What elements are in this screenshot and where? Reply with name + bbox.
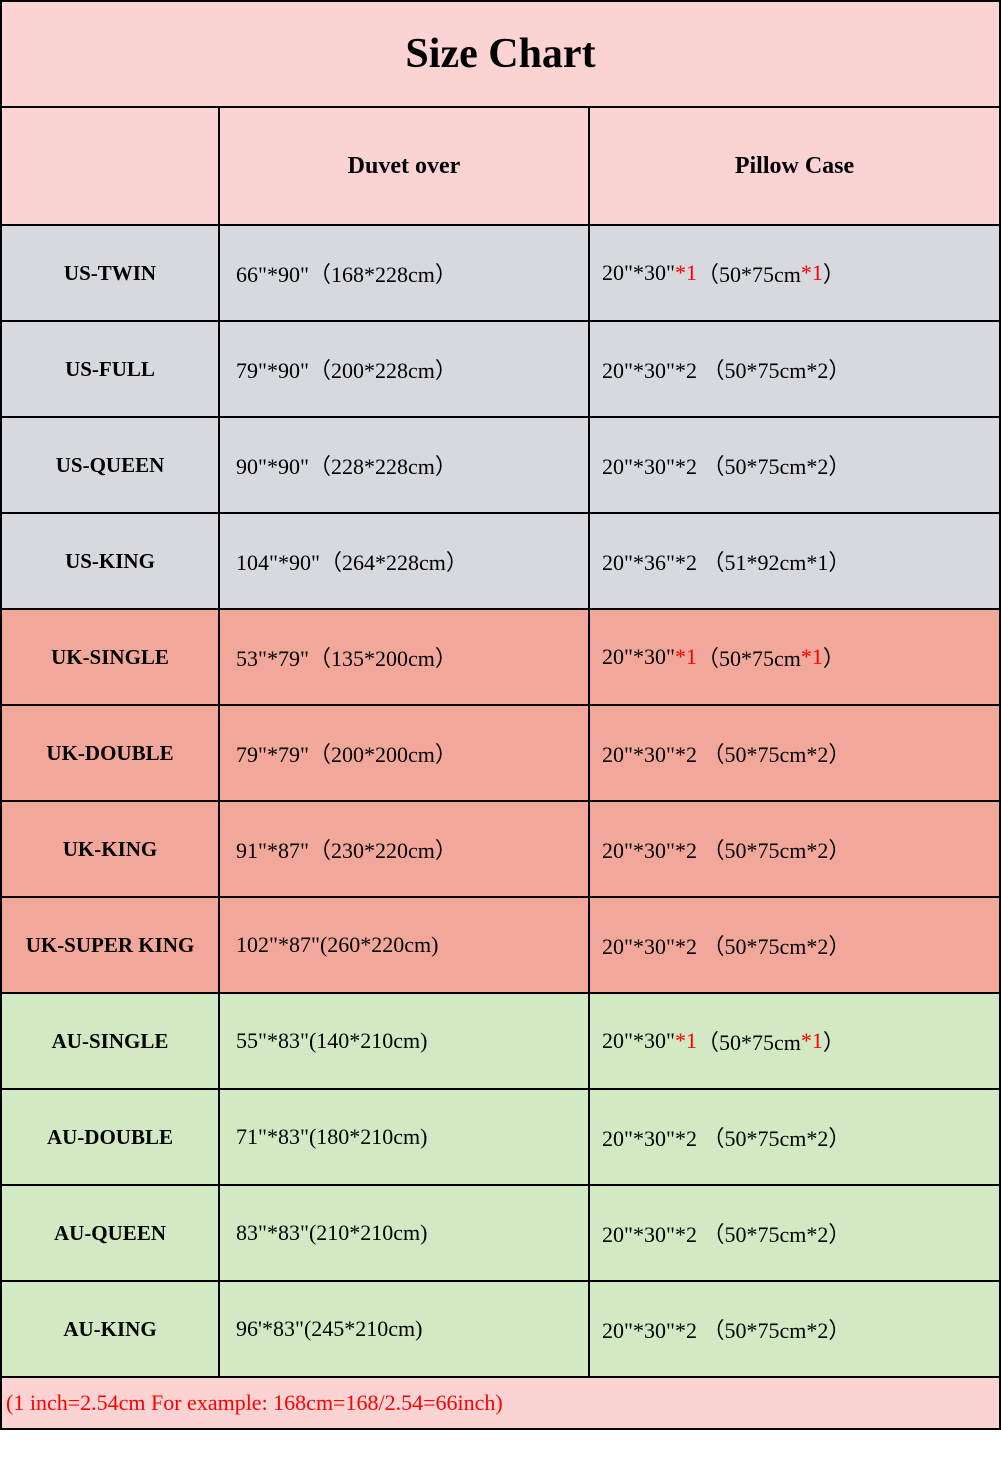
size-name: AU-QUEEN [2,1186,220,1280]
pillow-size: 20"*30"*2 （50*75cm*2） [590,1282,999,1376]
size-name: UK-SUPER KING [2,898,220,992]
pillow-size: 20"*30"*2 （50*75cm*2） [590,706,999,800]
pillow-size: 20"*30"*2 （50*75cm*2） [590,1186,999,1280]
duvet-size: 104"*90"（264*228cm） [220,514,590,608]
duvet-size: 79"*79"（200*200cm） [220,706,590,800]
size-name: US-QUEEN [2,418,220,512]
table-row: UK-SUPER KING102"*87"(260*220cm)20"*30"*… [2,898,999,994]
table-row: AU-KING96'*83"(245*210cm)20"*30"*2 （50*7… [2,1282,999,1378]
duvet-size: 79"*90"（200*228cm） [220,322,590,416]
pillow-size: 20"*30"*1 （50*75cm*1） [590,610,999,704]
duvet-size: 66"*90"（168*228cm） [220,226,590,320]
size-name: US-KING [2,514,220,608]
pillow-size: 20"*30"*2 （50*75cm*2） [590,802,999,896]
table-row: UK-SINGLE53"*79"（135*200cm）20"*30"*1 （50… [2,610,999,706]
header-pillow: Pillow Case [590,108,999,224]
footer-note: (1 inch=2.54cm For example: 168cm=168/2.… [2,1378,999,1428]
table-row: AU-QUEEN83"*83"(210*210cm)20"*30"*2 （50*… [2,1186,999,1282]
size-name: AU-KING [2,1282,220,1376]
table-row: UK-DOUBLE79"*79"（200*200cm）20"*30"*2 （50… [2,706,999,802]
pillow-size: 20"*30"*2 （50*75cm*2） [590,418,999,512]
header-duvet: Duvet over [220,108,590,224]
duvet-size: 96'*83"(245*210cm) [220,1282,590,1376]
chart-title: Size Chart [2,2,999,108]
duvet-size: 71"*83"(180*210cm) [220,1090,590,1184]
duvet-size: 91"*87"（230*220cm） [220,802,590,896]
size-name: UK-DOUBLE [2,706,220,800]
size-chart-table: Size Chart Duvet over Pillow Case US-TWI… [0,0,1001,1430]
pillow-size: 20"*30"*2 （50*75cm*2） [590,1090,999,1184]
duvet-size: 83"*83"(210*210cm) [220,1186,590,1280]
table-row: AU-DOUBLE71"*83"(180*210cm)20"*30"*2 （50… [2,1090,999,1186]
pillow-size: 20"*30"*2 （50*75cm*2） [590,898,999,992]
size-name: UK-KING [2,802,220,896]
size-name: UK-SINGLE [2,610,220,704]
pillow-size: 20"*30"*1 （50*75cm*1） [590,226,999,320]
table-row: UK-KING91"*87"（230*220cm）20"*30"*2 （50*7… [2,802,999,898]
rows-container: US-TWIN66"*90"（168*228cm）20"*30"*1 （50*7… [2,226,999,1378]
size-name: AU-DOUBLE [2,1090,220,1184]
table-row: AU-SINGLE55"*83"(140*210cm)20"*30"*1 （50… [2,994,999,1090]
size-name: US-FULL [2,322,220,416]
pillow-size: 20"*30"*2 （50*75cm*2） [590,322,999,416]
pillow-size: 20"*30"*1 （50*75cm*1） [590,994,999,1088]
size-name: AU-SINGLE [2,994,220,1088]
table-row: US-TWIN66"*90"（168*228cm）20"*30"*1 （50*7… [2,226,999,322]
header-row: Duvet over Pillow Case [2,108,999,226]
duvet-size: 102"*87"(260*220cm) [220,898,590,992]
table-row: US-FULL79"*90"（200*228cm）20"*30"*2 （50*7… [2,322,999,418]
duvet-size: 90"*90"（228*228cm） [220,418,590,512]
table-row: US-KING104"*90"（264*228cm）20"*36"*2 （51*… [2,514,999,610]
header-blank [2,108,220,224]
size-name: US-TWIN [2,226,220,320]
duvet-size: 53"*79"（135*200cm） [220,610,590,704]
duvet-size: 55"*83"(140*210cm) [220,994,590,1088]
pillow-size: 20"*36"*2 （51*92cm*1） [590,514,999,608]
table-row: US-QUEEN90"*90"（228*228cm）20"*30"*2 （50*… [2,418,999,514]
